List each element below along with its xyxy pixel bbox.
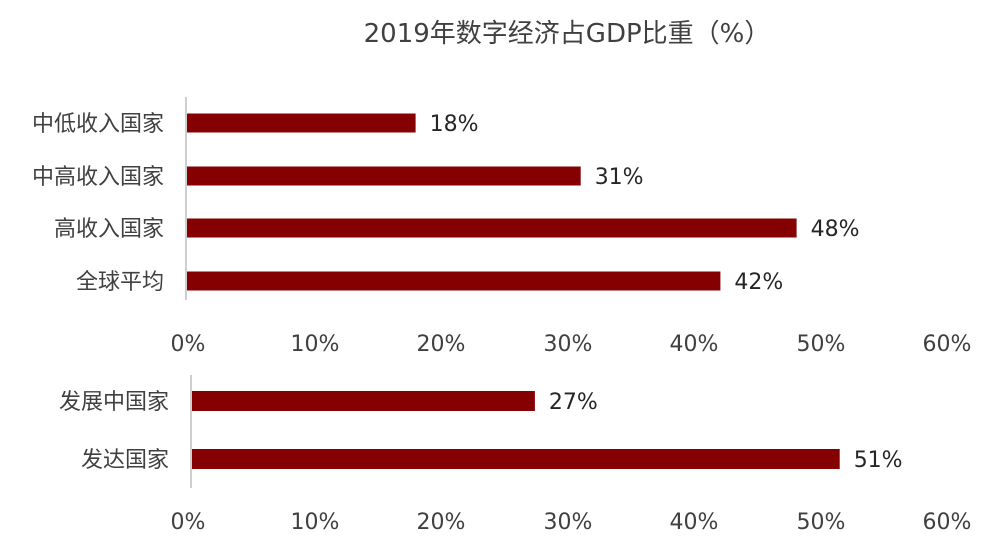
bar: [187, 113, 416, 133]
category-label: 中高收入国家: [32, 165, 164, 190]
bar: [192, 449, 840, 469]
x-tick-label: 60%: [923, 332, 972, 357]
x-tick-label: 10%: [291, 510, 340, 535]
x-tick-label: 40%: [670, 332, 719, 357]
chart-panel-income-groups: 中低收入国家 18% 中高收入国家 31% 高收入国家 48% 全球平均 42% 0% 10% 20…: [32, 97, 971, 357]
x-tick-label: 30%: [544, 510, 593, 535]
data-label: 27%: [549, 390, 598, 415]
data-label: 18%: [430, 112, 479, 137]
bar: [187, 271, 721, 291]
chart-panel-development-groups: 发展中国家 27% 发达国家 51% 0% 10% 20% 30% 40% 50% 60%: [59, 375, 971, 535]
data-label: 48%: [811, 217, 860, 242]
x-tick-label: 0%: [171, 510, 206, 535]
category-label: 中低收入国家: [32, 112, 164, 137]
category-label: 高收入国家: [54, 217, 164, 242]
data-label: 42%: [734, 270, 783, 295]
x-tick-label: 30%: [544, 332, 593, 357]
x-tick-label: 20%: [417, 510, 466, 535]
x-tick-label: 60%: [923, 510, 972, 535]
bar: [187, 218, 797, 238]
x-tick-label: 50%: [797, 332, 846, 357]
x-tick-label: 50%: [797, 510, 846, 535]
category-label: 全球平均: [76, 270, 164, 295]
x-tick-label: 20%: [417, 332, 466, 357]
bar: [187, 166, 581, 186]
data-label: 51%: [854, 448, 903, 473]
x-tick-label: 10%: [291, 332, 340, 357]
category-label: 发达国家: [81, 448, 169, 473]
category-label: 发展中国家: [59, 390, 169, 415]
x-tick-label: 0%: [171, 332, 206, 357]
chart-title: 2019年数字经济占GDP比重（%）: [364, 19, 771, 49]
data-label: 31%: [595, 165, 644, 190]
x-tick-label: 40%: [670, 510, 719, 535]
bar: [192, 391, 535, 411]
